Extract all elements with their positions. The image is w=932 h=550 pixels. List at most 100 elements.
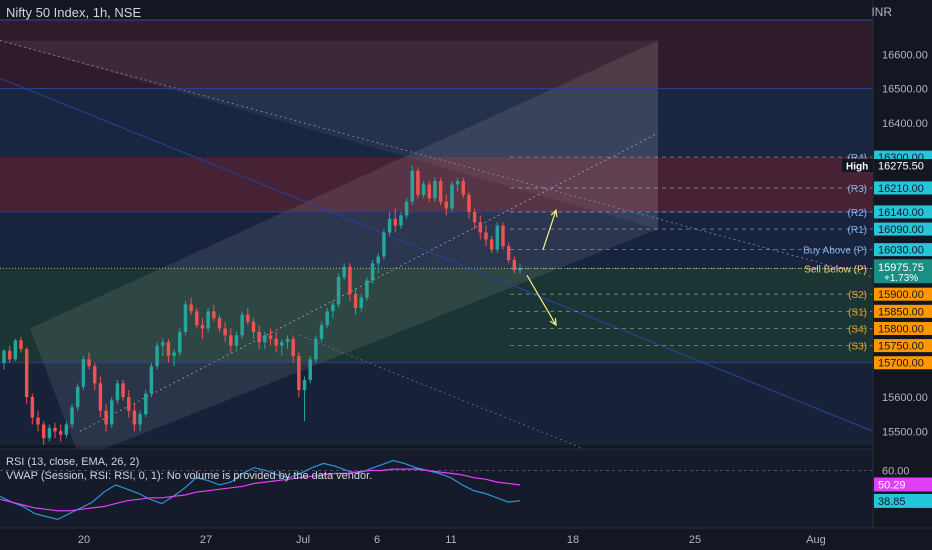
y-tick-label: 15500.00 <box>882 426 928 438</box>
level-badge-bg <box>874 287 932 301</box>
level-badge-text: 16210.00 <box>878 183 924 195</box>
candle-body <box>183 304 188 332</box>
rsi-value-badge-bg <box>874 493 932 508</box>
candle-body <box>161 342 165 346</box>
level-badge-bg <box>874 321 932 335</box>
channel-midline <box>79 132 659 432</box>
candle-body <box>382 232 386 257</box>
descending-fan-line <box>0 40 874 278</box>
candle-body <box>246 314 250 322</box>
candle-body <box>98 383 103 411</box>
candle-body <box>478 222 483 233</box>
candle-body <box>149 366 154 394</box>
pivot-level-label: (S4) <box>848 324 867 335</box>
chart-title: Nifty 50 Index, 1h, NSE <box>6 5 142 20</box>
candle-body <box>336 277 341 305</box>
candle-body <box>13 340 18 360</box>
candle-body <box>291 338 295 356</box>
candle-body <box>127 397 131 411</box>
pivot-level-label: (R1) <box>848 225 867 236</box>
x-tick-label: 11 <box>445 534 456 546</box>
candle-body <box>229 335 233 346</box>
y-tick-label: 16400.00 <box>882 118 928 130</box>
candle-body <box>438 181 443 202</box>
sell-arrow-head <box>549 318 557 327</box>
vwap-note: VWAP (Session, RSI: RSI, 0, 1): No volum… <box>6 470 372 482</box>
candle-body <box>387 218 392 233</box>
candle-body <box>416 170 420 195</box>
candle-body <box>206 311 210 329</box>
x-tick-label: 25 <box>689 534 701 546</box>
rsi-y-tick-label: 60.00 <box>882 466 910 478</box>
pivot-level-label: (S1) <box>848 307 867 318</box>
candle-body <box>501 225 505 247</box>
candle-body <box>155 345 159 367</box>
candle-body <box>433 181 437 199</box>
rsi-ema-badge-text: 50.29 <box>878 479 906 491</box>
candle-body <box>376 256 380 264</box>
x-tick-label: Jul <box>296 534 310 546</box>
candle-body <box>212 311 216 319</box>
candle-body <box>365 280 369 298</box>
current-price-badge-bg <box>874 259 932 284</box>
candle-body <box>36 417 40 425</box>
candle-body <box>166 342 171 356</box>
candle-body <box>472 211 477 223</box>
candle-body <box>121 383 125 398</box>
candle-body <box>87 359 91 367</box>
level-badge-text: 16030.00 <box>878 245 924 257</box>
x-tick-label: 18 <box>567 534 579 546</box>
level-badge-text: 15750.00 <box>878 341 924 353</box>
candle-body <box>331 304 335 312</box>
candle-body <box>144 393 148 415</box>
buy-arrow-head <box>550 208 558 218</box>
candle-body <box>393 218 397 226</box>
candle-body <box>404 201 409 216</box>
y-tick-label: 16500.00 <box>882 84 928 96</box>
candle-body <box>189 304 193 312</box>
candle-body <box>7 350 12 360</box>
rsi-series-rsi <box>0 459 521 521</box>
candle-body <box>280 342 284 346</box>
level-badge-text: 15700.00 <box>878 358 924 370</box>
candle-body <box>506 246 511 260</box>
candle-body <box>495 225 500 250</box>
candle-body <box>455 181 460 185</box>
candle-body <box>518 268 522 271</box>
candle-body <box>138 414 142 425</box>
candle-body <box>132 410 137 425</box>
pivot-level-label: Buy Above (P) <box>803 246 867 257</box>
candle-body <box>308 359 312 380</box>
pivot-zone <box>0 211 873 269</box>
level-badge-bg <box>874 304 932 318</box>
pivot-level-label: (S3) <box>848 342 867 353</box>
candle-body <box>512 259 517 271</box>
fan-triangle-top <box>0 40 658 230</box>
candle-body <box>19 340 23 350</box>
level-badge-text: 16090.00 <box>878 224 924 236</box>
y-tick-label: 15600.00 <box>882 392 928 404</box>
candle-body <box>421 184 426 195</box>
candle-body <box>115 383 120 401</box>
rsi-value-badge-text: 38.85 <box>878 496 906 508</box>
level-badge-bg <box>874 181 932 195</box>
x-tick-label: 20 <box>78 534 90 546</box>
support-zone <box>0 268 873 363</box>
candle-body <box>450 184 454 209</box>
candle-body <box>251 321 256 332</box>
candle-body <box>47 427 52 439</box>
candle-body <box>64 424 69 435</box>
candle-body <box>172 352 176 356</box>
y-tick-label: 16600.00 <box>882 49 928 61</box>
top-resistance-zone <box>0 20 873 89</box>
level-badge-text: 15800.00 <box>878 323 924 335</box>
candle-body <box>75 386 80 408</box>
current-price-change: +1.73% <box>884 273 918 284</box>
level-badge-bg <box>874 222 932 236</box>
candle-body <box>24 349 29 398</box>
candle-body <box>359 297 363 308</box>
candle-body <box>178 331 182 353</box>
candle-body <box>348 266 352 295</box>
buy-arrow-shaft <box>542 210 557 250</box>
